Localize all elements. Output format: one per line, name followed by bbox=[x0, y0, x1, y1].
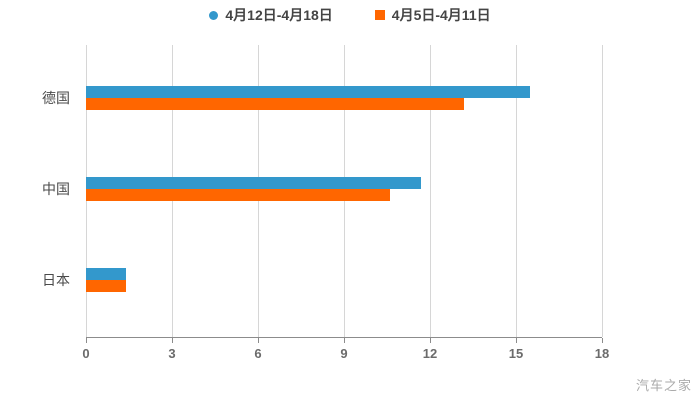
gridline-x-15 bbox=[515, 45, 517, 337]
x-axis-tick-9 bbox=[343, 338, 345, 343]
legend-label-apr5-11: 4月5日-4月11日 bbox=[391, 7, 491, 23]
category-label-中国: 中国 bbox=[42, 181, 70, 197]
legend-circle-marker-icon bbox=[209, 10, 219, 20]
bar-日本-4月12日-4月18日 bbox=[86, 268, 127, 280]
x-axis-tick-label-3: 3 bbox=[168, 346, 176, 361]
legend-label-apr12-18: 4月12日-4月18日 bbox=[225, 7, 333, 23]
bar-中国-4月5日-4月11日 bbox=[86, 189, 390, 201]
plot-area: 0 3 6 9 12 15 18 bbox=[82, 45, 609, 361]
gridline-x-12 bbox=[429, 45, 431, 337]
category-axis: 德国 中国 日本 bbox=[0, 45, 78, 337]
bar-中国-4月12日-4月18日 bbox=[86, 177, 422, 189]
legend: 4月12日-4月18日 4月5日-4月11日 bbox=[0, 4, 700, 26]
bar-德国-4月5日-4月11日 bbox=[86, 98, 465, 110]
bar-日本-4月5日-4月11日 bbox=[86, 280, 127, 292]
legend-item-apr5-11[interactable]: 4月5日-4月11日 bbox=[374, 5, 491, 25]
x-axis-tick-6 bbox=[257, 338, 259, 343]
legend-square-marker-icon bbox=[374, 10, 385, 20]
gridline-x-18 bbox=[601, 45, 603, 337]
x-axis-tick-label-0: 0 bbox=[82, 346, 90, 361]
legend-item-apr12-18[interactable]: 4月12日-4月18日 bbox=[209, 5, 333, 25]
category-label-日本: 日本 bbox=[42, 272, 70, 288]
x-axis-tick-3 bbox=[171, 338, 173, 343]
category-label-德国: 德国 bbox=[42, 90, 70, 106]
x-axis-tick-label-12: 12 bbox=[422, 346, 438, 361]
x-axis-tick-label-15: 15 bbox=[508, 346, 524, 361]
x-axis-tick-label-18: 18 bbox=[594, 346, 610, 361]
bar-德国-4月12日-4月18日 bbox=[86, 86, 531, 98]
x-axis-tick-15 bbox=[515, 338, 517, 343]
x-axis-tick-12 bbox=[429, 338, 431, 343]
x-axis-tick-label-6: 6 bbox=[254, 346, 262, 361]
x-axis-tick-18 bbox=[601, 338, 603, 343]
x-axis-tick-label-9: 9 bbox=[340, 346, 348, 361]
watermark: 汽车之家 bbox=[635, 378, 692, 393]
x-axis-tick-0 bbox=[85, 338, 87, 343]
